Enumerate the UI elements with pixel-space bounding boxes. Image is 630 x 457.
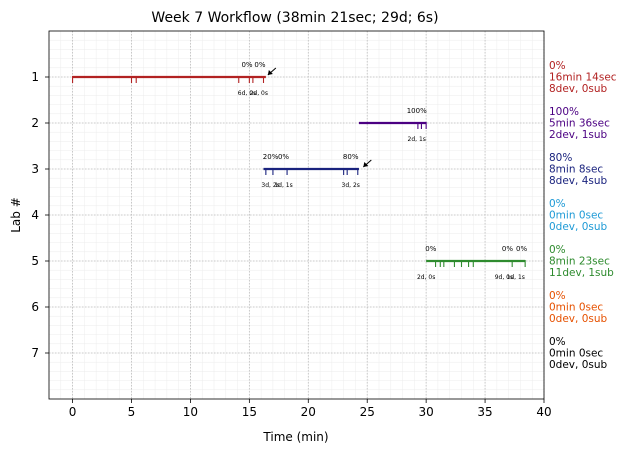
lab-3-summary-line: 8min 8sec — [549, 164, 603, 176]
lab-5-summary-line: 11dev, 1sub — [549, 267, 614, 279]
y-axis-label: Lab # — [9, 197, 23, 233]
lab-5-dev-label: 1d, 1s — [507, 274, 525, 281]
lab-3-percent-label: 80% — [343, 153, 359, 161]
lab-7-summary-line: 0dev, 0sub — [549, 359, 608, 371]
y-tick-label: 6 — [31, 300, 39, 314]
lab-7-summary-line: 0% — [549, 336, 566, 348]
lab-1-dev-label: 6d, 0s — [238, 90, 256, 97]
lab-5-dev-label: 2d, 0s — [417, 274, 435, 281]
x-tick-label: 20 — [301, 405, 316, 419]
lab-1-percent-label: 0% — [241, 61, 252, 69]
lab-3-dev-label: 1d, 1s — [274, 182, 292, 189]
lab-3-summary-line: 8dev, 4sub — [549, 175, 608, 187]
x-tick-label: 15 — [242, 405, 257, 419]
y-tick-label: 2 — [31, 116, 39, 130]
y-tick-label: 1 — [31, 70, 39, 84]
lab-3-percent-label: 20% — [263, 153, 279, 161]
x-tick-label: 35 — [477, 405, 492, 419]
lab-4-summary-line: 0min 0sec — [549, 210, 603, 222]
lab-1-percent-label: 0% — [254, 61, 265, 69]
y-tick-label: 4 — [31, 208, 39, 222]
lab-4-summary-line: 0dev, 0sub — [549, 221, 608, 233]
lab-1-summary-line: 16min 14sec — [549, 72, 617, 84]
lab-1-summary-line: 0% — [549, 60, 566, 72]
x-tick-label: 5 — [128, 405, 136, 419]
lab-3-dev-label: 3d, 2s — [261, 182, 279, 189]
lab-1-dev-label: 2d, 0s — [250, 90, 268, 97]
x-axis-label: Time (min) — [262, 430, 328, 444]
lab-3-arrow-head — [363, 162, 369, 167]
lab-5-percent-label: 0% — [516, 245, 527, 253]
lab-5-percent-label: 0% — [425, 245, 436, 253]
x-tick-label: 30 — [419, 405, 434, 419]
lab-5-percent-label: 0% — [502, 245, 513, 253]
lab-2-percent-label: 100% — [407, 107, 427, 115]
lab-1-arrow-head — [267, 70, 273, 75]
lab-2-summary-line: 100% — [549, 106, 579, 118]
lab-2-summary-line: 5min 36sec — [549, 118, 610, 130]
lab-5-summary-line: 8min 23sec — [549, 256, 610, 268]
lab-2-dev-label: 2d, 1s — [408, 136, 426, 143]
lab-3-summary-line: 80% — [549, 152, 572, 164]
x-tick-label: 40 — [536, 405, 551, 419]
lab-6-summary-line: 0min 0sec — [549, 302, 603, 314]
chart-title: Week 7 Workflow (38min 21sec; 29d; 6s) — [151, 10, 438, 26]
lab-2-summary-line: 2dev, 1sub — [549, 129, 608, 141]
x-tick-label: 25 — [360, 405, 375, 419]
lab-7-summary-line: 0min 0sec — [549, 348, 603, 360]
lab-3-percent-label: 0% — [278, 153, 289, 161]
x-tick-label: 10 — [183, 405, 198, 419]
lab-5-summary-line: 0% — [549, 244, 566, 256]
lab-1-summary-line: 8dev, 0sub — [549, 83, 608, 95]
y-tick-label: 7 — [31, 346, 39, 360]
y-tick-label: 5 — [31, 254, 39, 268]
lab-5-dev-label: 9d, 0s — [495, 274, 513, 281]
lab-4-summary-line: 0% — [549, 198, 566, 210]
x-tick-label: 0 — [69, 405, 77, 419]
lab-6-summary-line: 0dev, 0sub — [549, 313, 608, 325]
y-tick-label: 3 — [31, 162, 39, 176]
lab-3-dev-label: 3d, 2s — [342, 182, 360, 189]
lab-6-summary-line: 0% — [549, 290, 566, 302]
